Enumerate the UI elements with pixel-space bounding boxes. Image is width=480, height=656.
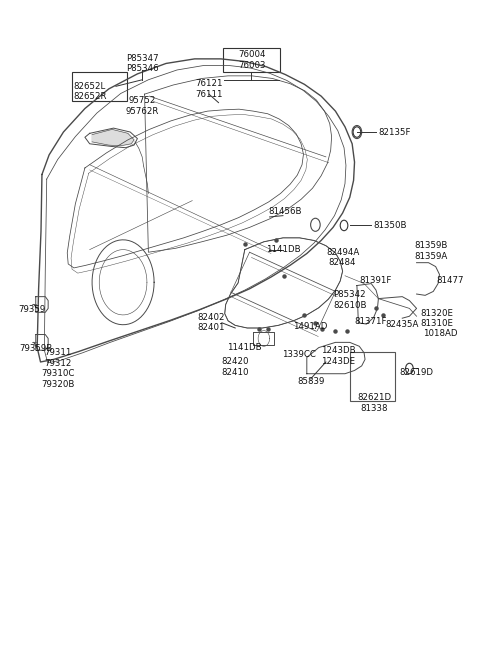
Text: 81320E
81310E: 81320E 81310E [420,308,453,328]
Text: 1141DB: 1141DB [265,245,300,254]
Text: 82420
82410: 82420 82410 [221,358,249,377]
Text: P85347
P85346: P85347 P85346 [126,54,158,73]
Text: 82652L
82652R: 82652L 82652R [73,82,107,101]
Text: 1018AD: 1018AD [423,329,458,338]
Text: 81371F: 81371F [354,317,386,326]
Text: 85839: 85839 [297,377,324,386]
Bar [223,49,280,72]
Text: 82494A
82484: 82494A 82484 [326,248,359,267]
Polygon shape [92,129,134,146]
Text: P85342
82610B: P85342 82610B [333,290,367,310]
Text: 81391F: 81391F [360,276,392,285]
Text: 79359: 79359 [18,305,45,314]
Text: 79311
79312
79310C
79320B: 79311 79312 79310C 79320B [41,348,74,388]
Text: 82619D: 82619D [399,368,433,377]
Text: 1141DB: 1141DB [228,343,262,352]
Text: 95752
95762R: 95752 95762R [125,96,159,115]
Text: 76121
76111: 76121 76111 [195,79,223,98]
Text: 82402
82401: 82402 82401 [198,313,225,333]
Text: 1243DB
1243DE: 1243DB 1243DE [321,346,356,366]
Bar [350,352,395,401]
Text: 82621D
81338: 82621D 81338 [358,394,392,413]
Text: 79359B: 79359B [19,344,52,354]
Text: 81350B: 81350B [373,221,407,230]
Text: 1491AD: 1491AD [293,321,328,331]
Text: 1339CC: 1339CC [282,350,316,359]
Text: 82435A: 82435A [385,320,419,329]
Text: 81477: 81477 [436,276,464,285]
Bar [72,72,127,100]
Text: 81359B
81359A: 81359B 81359A [414,241,447,260]
Text: 81456B: 81456B [269,207,302,216]
Text: 82135F: 82135F [378,127,411,136]
Text: 76004
76003: 76004 76003 [238,51,266,70]
